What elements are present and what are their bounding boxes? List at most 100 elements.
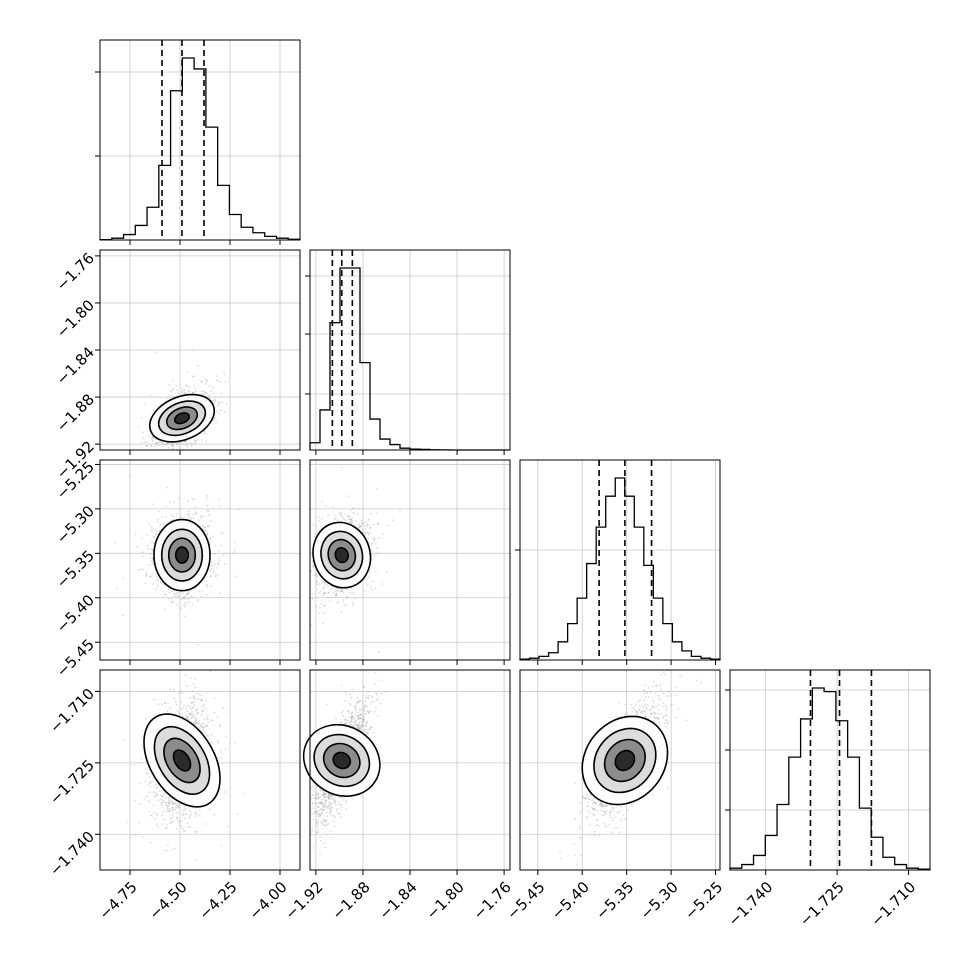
scatter-point <box>167 702 169 705</box>
scatter-point <box>371 542 373 545</box>
scatter-point <box>210 520 213 523</box>
scatter-point <box>187 704 190 707</box>
scatter-point <box>325 583 328 586</box>
scatter-point <box>151 435 154 438</box>
scatter-point <box>335 593 337 595</box>
scatter-point <box>350 522 353 525</box>
scatter-point <box>361 522 364 524</box>
scatter-point <box>342 589 344 592</box>
scatter-point <box>194 442 196 445</box>
scatter-point <box>172 803 175 806</box>
scatter-point <box>166 442 168 445</box>
scatter-point <box>213 563 216 565</box>
scatter-point <box>374 587 376 590</box>
scatter-point <box>203 718 205 721</box>
scatter-point <box>337 588 340 590</box>
scatter-point <box>192 375 195 378</box>
scatter-point <box>187 510 190 513</box>
scatter-point <box>184 674 187 676</box>
scatter-point <box>155 588 157 591</box>
scatter-point <box>140 537 143 540</box>
scatter-point <box>363 531 365 534</box>
scatter-point <box>197 698 200 700</box>
scatter-point <box>206 532 209 535</box>
scatter-point <box>162 442 165 445</box>
scatter-point <box>320 578 323 581</box>
scatter-point <box>195 813 198 816</box>
scatter-point <box>340 466 343 469</box>
scatter-point <box>162 522 165 525</box>
scatter-point <box>330 588 333 590</box>
scatter-point <box>150 548 152 550</box>
scatter-point <box>190 595 193 597</box>
scatter-point <box>150 560 153 563</box>
scatter-point <box>142 436 145 439</box>
scatter-point <box>152 583 155 585</box>
scatter-point <box>161 442 164 444</box>
scatter-point <box>316 574 318 577</box>
scatter-point <box>334 515 337 518</box>
scatter-point <box>204 530 207 532</box>
scatter-point <box>176 389 179 391</box>
scatter-point <box>399 509 401 512</box>
scatter-point <box>322 594 325 597</box>
scatter-point <box>171 444 174 447</box>
scatter-point <box>167 442 170 445</box>
scatter-point <box>370 512 372 515</box>
scatter-point <box>202 705 204 708</box>
axes-frame <box>519 459 721 661</box>
scatter-point <box>218 724 221 727</box>
scatter-point <box>189 815 191 817</box>
scatter-point <box>360 519 363 522</box>
scatter-point <box>172 515 175 518</box>
scatter-point <box>318 516 321 519</box>
scatter-point <box>346 588 349 590</box>
scatter-point <box>166 486 169 489</box>
scatter-point <box>149 814 152 817</box>
scatter-point <box>212 386 215 389</box>
scatter-point <box>183 389 186 392</box>
scatter-point <box>201 730 204 733</box>
scatter-point <box>186 442 188 445</box>
scatter-point <box>198 693 201 696</box>
scatter-point <box>373 554 376 557</box>
scatter-point <box>205 494 208 497</box>
scatter-point <box>366 584 369 586</box>
scatter-point <box>138 822 141 824</box>
scatter-point <box>183 704 186 707</box>
scatter-point <box>138 803 141 806</box>
scatter-point <box>376 488 378 491</box>
scatter-point <box>189 518 192 521</box>
scatter-point <box>139 782 142 785</box>
scatter-point <box>376 546 378 549</box>
scatter-point <box>150 530 153 533</box>
scatter-point <box>218 505 221 507</box>
scatter-point <box>156 575 159 578</box>
scatter-point <box>198 519 201 522</box>
scatter-point <box>210 567 213 570</box>
scatter-point <box>165 594 168 597</box>
scatter-point <box>192 603 194 606</box>
scatter-point <box>122 577 124 580</box>
scatter-point <box>187 500 189 503</box>
scatter-point <box>144 718 147 720</box>
scatter-point <box>206 530 208 533</box>
scatter-point <box>214 416 217 419</box>
scatter-point <box>233 548 236 551</box>
scatter-point <box>162 583 165 586</box>
scatter-point <box>150 437 153 440</box>
scatter-point <box>172 445 175 448</box>
scatter-point <box>142 431 144 434</box>
scatter-point <box>142 568 145 571</box>
scatter-point <box>137 569 140 572</box>
scatter-point <box>140 417 143 419</box>
scatter-point <box>219 592 221 595</box>
scatter-point <box>210 564 213 566</box>
scatter-point <box>219 409 222 412</box>
scatter-point <box>179 516 182 519</box>
scatter-point <box>365 532 368 534</box>
scatter-point <box>186 445 189 448</box>
scatter-point <box>134 533 137 536</box>
scatter-point <box>348 591 351 594</box>
